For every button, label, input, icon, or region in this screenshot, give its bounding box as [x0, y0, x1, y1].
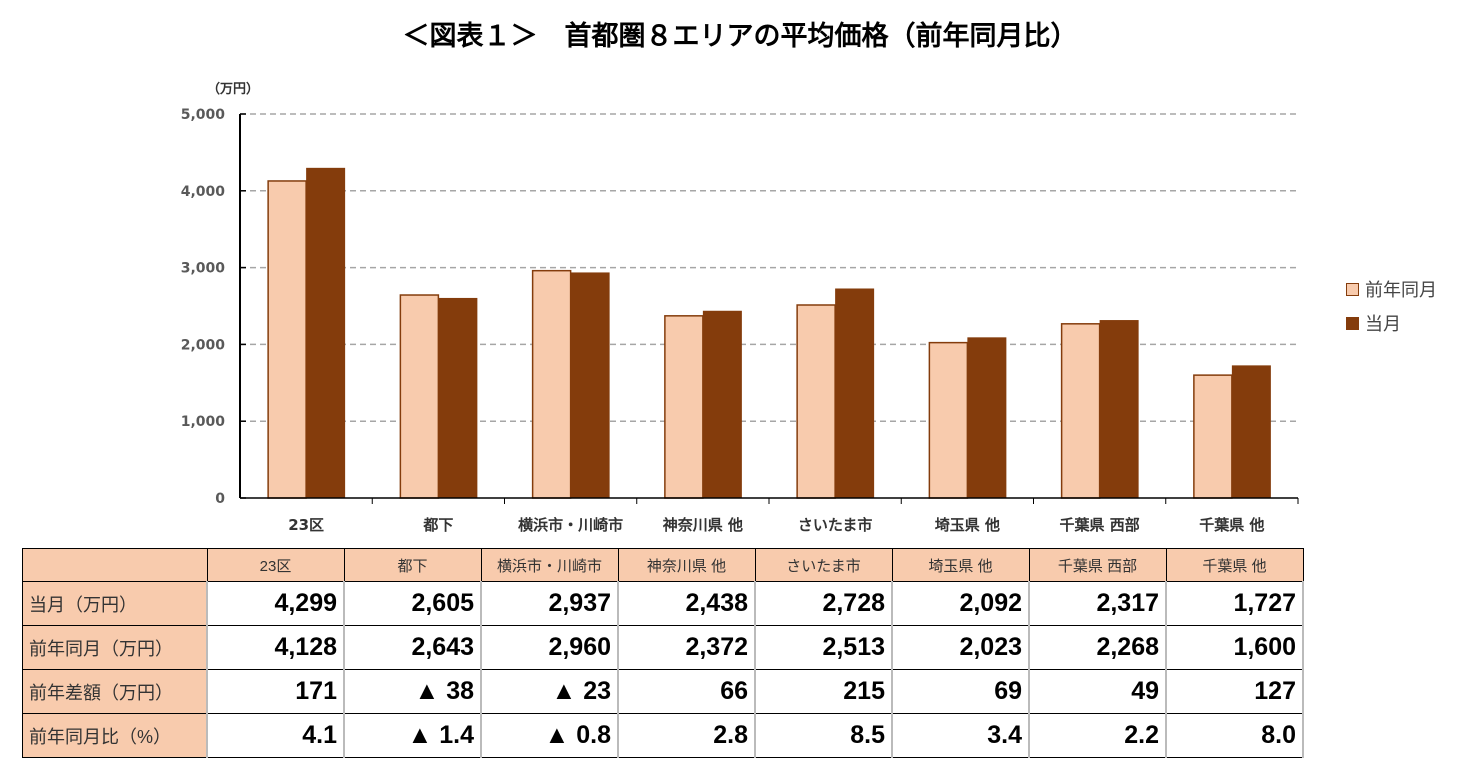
bar-current	[1231, 365, 1271, 498]
table-cell: 2,513	[754, 625, 893, 670]
legend-swatch	[1346, 316, 1359, 330]
legend-swatch	[1346, 282, 1359, 296]
x-tick-label: さいたま市	[798, 516, 873, 534]
table-cell: 2,438	[617, 581, 756, 626]
row-label: 前年同月比（%）	[22, 713, 208, 758]
table-cell: 2,023	[891, 625, 1030, 670]
table-cell: 8.0	[1165, 713, 1304, 758]
header-cell: 千葉県 他	[1165, 548, 1304, 582]
table-cell: 2,605	[343, 581, 482, 626]
bar-prev-year	[531, 269, 572, 499]
table-header-row: 23区 都下 横浜市・川崎市 神奈川県 他 さいたま市 埼玉県 他 千葉県 西部…	[22, 548, 1304, 582]
y-tick-label: 1,000	[181, 414, 226, 430]
bar-prev-year	[1193, 374, 1233, 499]
header-cell: 埼玉県 他	[891, 548, 1030, 582]
table-row: 当月（万円） 4,299 2,605 2,937 2,438 2,728 2,092 2,31…	[22, 581, 1304, 626]
table-row: 前年同月比（%） 4.1 ▲ 1.4 ▲ 0.8 2.8 8.5 3.4 2.2 8.0	[22, 713, 1304, 758]
x-tick-label: 都下	[422, 516, 453, 534]
row-label: 前年同月（万円）	[22, 625, 208, 670]
y-tick-label: 5,000	[181, 107, 226, 123]
header-cell: さいたま市	[754, 548, 893, 582]
table-cell: ▲ 38	[343, 669, 482, 714]
y-axis-label: （万円）	[207, 81, 259, 97]
bar-current	[1099, 320, 1139, 498]
bar-prev-year	[796, 304, 836, 499]
table-row: 前年差額（万円） 171 ▲ 38 ▲ 23 66 215 69 49 127	[22, 669, 1304, 714]
table-cell: 2,643	[343, 625, 482, 670]
bar-current	[967, 337, 1007, 498]
x-tick-label: 23区	[288, 516, 324, 534]
legend-item: 前年同月	[1346, 272, 1437, 306]
bar-prev-year	[267, 180, 307, 499]
legend-label: 前年同月	[1365, 280, 1437, 301]
table-cell: 3.4	[891, 713, 1030, 758]
table-cell: 2.2	[1028, 713, 1167, 758]
table-cell: 215	[754, 669, 893, 714]
table-cell: 1,727	[1165, 581, 1304, 626]
table-cell: 2,317	[1028, 581, 1167, 626]
table-cell: 2.8	[617, 713, 756, 758]
table-cell: 171	[206, 669, 345, 714]
bar-prev-year	[664, 315, 704, 499]
table-cell: 2,728	[754, 581, 893, 626]
table-cell: 2,268	[1028, 625, 1167, 670]
table-cell: 1,600	[1165, 625, 1304, 670]
chart-title: ＜図表１＞ 首都圏８エリアの平均価格（前年同月比）	[402, 21, 1078, 52]
table-cell: 8.5	[754, 713, 893, 758]
legend-item: 当月	[1346, 306, 1437, 340]
table-cell: 2,092	[891, 581, 1030, 626]
table-cell: 4,299	[206, 581, 345, 626]
table-cell: 2,372	[617, 625, 756, 670]
x-tick-label: 千葉県 西部	[1060, 516, 1140, 534]
y-tick-label: 2,000	[181, 337, 226, 353]
table-cell: 127	[1165, 669, 1304, 714]
bar-prev-year	[399, 294, 440, 499]
bar-chart: （万円） 0 1,000 2,000 3,000 4,000 5,000 23区 都下 横浜市・川…	[181, 81, 1299, 534]
table-cell: ▲ 0.8	[480, 713, 619, 758]
header-cell: 都下	[343, 548, 482, 582]
y-tick-label: 3,000	[181, 261, 226, 277]
y-tick-label: 4,000	[181, 184, 226, 200]
table-cell: 2,937	[480, 581, 619, 626]
data-table: 23区 都下 横浜市・川崎市 神奈川県 他 さいたま市 埼玉県 他 千葉県 西部…	[22, 548, 1304, 758]
row-label: 当月（万円）	[22, 581, 208, 626]
x-tick-label: 神奈川県 他	[663, 516, 743, 534]
bar-current	[702, 310, 742, 498]
legend: 前年同月 当月	[1346, 272, 1437, 340]
header-cell: 23区	[206, 548, 345, 582]
x-tick-label: 横浜市・川崎市	[518, 516, 623, 534]
table-cell: 69	[891, 669, 1030, 714]
y-tick-label: 0	[215, 491, 225, 507]
header-cell: 千葉県 西部	[1028, 548, 1167, 582]
x-tick-label: 千葉県 他	[1199, 516, 1264, 534]
header-cell: 横浜市・川崎市	[480, 548, 619, 582]
table-cell: 66	[617, 669, 756, 714]
bar-prev-year	[928, 341, 969, 499]
table-cell: 4,128	[206, 625, 345, 670]
x-tick-label: 埼玉県 他	[935, 516, 1000, 534]
table-row: 前年同月（万円） 4,128 2,643 2,960 2,372 2,513 2,023 2,…	[22, 625, 1304, 670]
table-cell: 49	[1028, 669, 1167, 714]
table-cell: ▲ 1.4	[343, 713, 482, 758]
table-cell: 2,960	[480, 625, 619, 670]
bar-current	[570, 272, 610, 498]
header-cell	[22, 548, 208, 582]
header-cell: 神奈川県 他	[617, 548, 756, 582]
table-cell: 4.1	[206, 713, 345, 758]
bar-current	[438, 297, 478, 498]
bar-current	[306, 167, 346, 499]
bar-current	[835, 288, 875, 498]
row-label: 前年差額（万円）	[22, 669, 208, 714]
table-cell: ▲ 23	[480, 669, 619, 714]
legend-label: 当月	[1365, 314, 1401, 335]
bar-prev-year	[1060, 323, 1101, 499]
